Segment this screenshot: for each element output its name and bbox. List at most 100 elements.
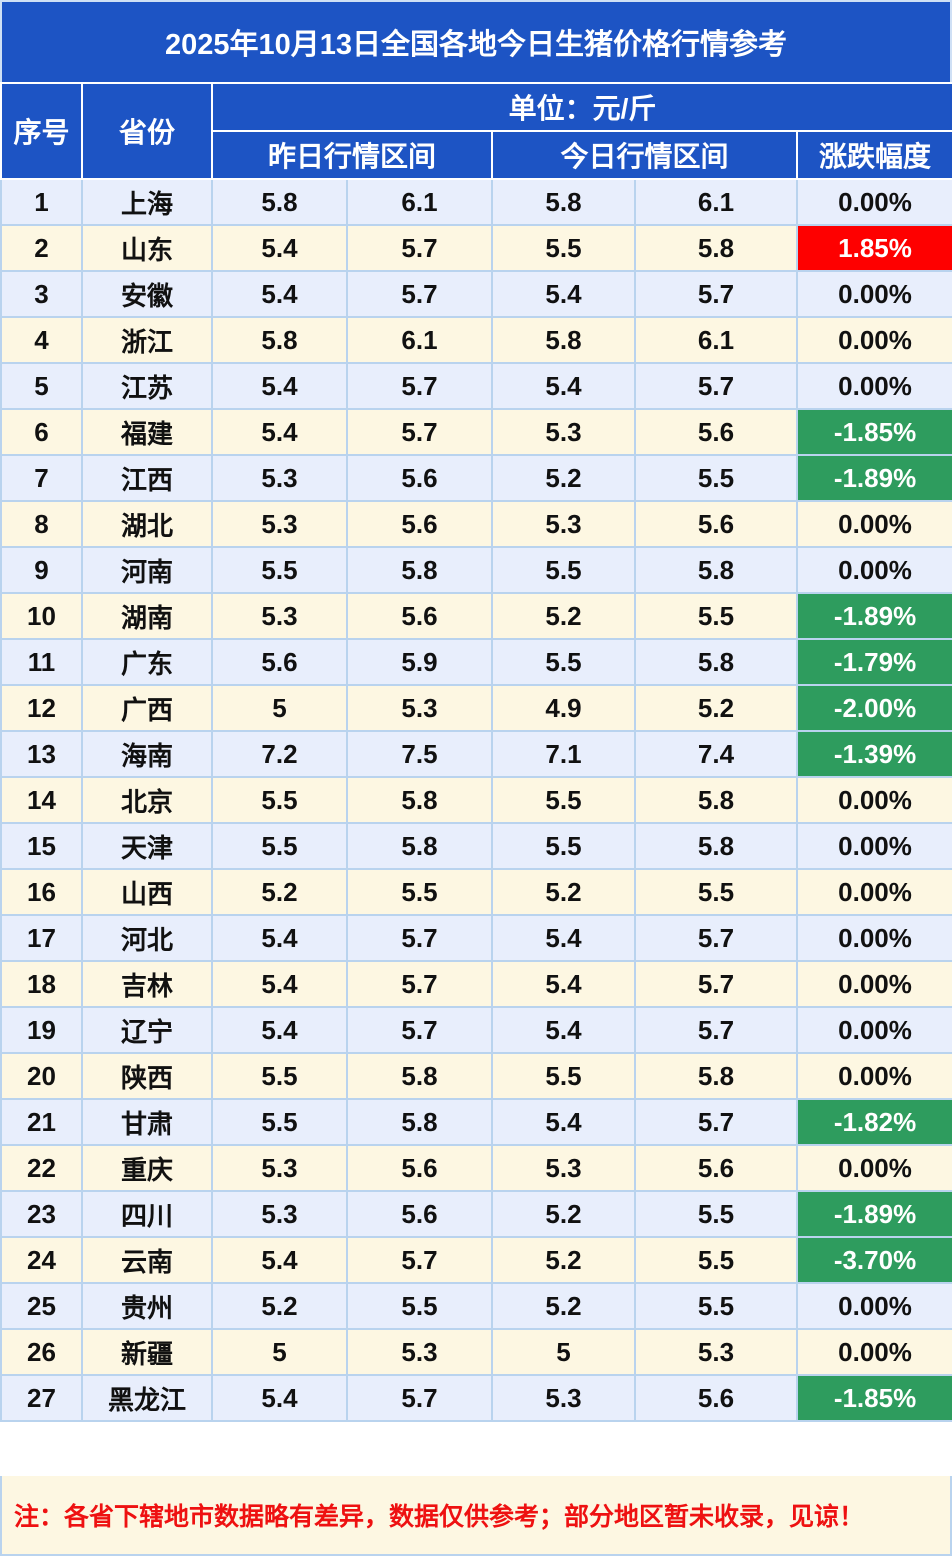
cell-index: 9 bbox=[0, 546, 83, 594]
cell-change: -1.39% bbox=[795, 730, 952, 778]
cell-today-high: 5.6 bbox=[634, 408, 798, 456]
cell-today-low: 5.4 bbox=[491, 960, 636, 1008]
cell-today-high: 5.5 bbox=[634, 1236, 798, 1284]
cell-province: 重庆 bbox=[81, 1144, 213, 1192]
page-title: 2025年10月13日全国各地今日生猪价格行情参考 bbox=[0, 0, 952, 82]
cell-yesterday-low: 5.4 bbox=[211, 1374, 348, 1422]
cell-index: 14 bbox=[0, 776, 83, 824]
cell-yesterday-high: 5.9 bbox=[346, 638, 493, 686]
cell-today-high: 6.1 bbox=[634, 316, 798, 364]
cell-province: 天津 bbox=[81, 822, 213, 870]
cell-yesterday-high: 5.3 bbox=[346, 684, 493, 732]
cell-yesterday-low: 5.5 bbox=[211, 1098, 348, 1146]
table-row: 16 山西 5.2 5.5 5.2 5.5 0.00% bbox=[0, 868, 952, 916]
table-row: 3 安徽 5.4 5.7 5.4 5.7 0.00% bbox=[0, 270, 952, 318]
cell-province: 江西 bbox=[81, 454, 213, 502]
cell-index: 26 bbox=[0, 1328, 83, 1376]
col-header-index: 序号 bbox=[0, 82, 83, 180]
table-row: 4 浙江 5.8 6.1 5.8 6.1 0.00% bbox=[0, 316, 952, 364]
col-header-change: 涨跌幅度 bbox=[795, 130, 952, 180]
table-row: 26 新疆 5 5.3 5 5.3 0.00% bbox=[0, 1328, 952, 1376]
cell-yesterday-high: 5.8 bbox=[346, 822, 493, 870]
cell-today-low: 5.2 bbox=[491, 1190, 636, 1238]
cell-change: 1.85% bbox=[795, 224, 952, 272]
cell-today-low: 5.3 bbox=[491, 1374, 636, 1422]
cell-yesterday-low: 5.8 bbox=[211, 316, 348, 364]
cell-yesterday-low: 5.3 bbox=[211, 454, 348, 502]
cell-today-low: 5.4 bbox=[491, 1098, 636, 1146]
cell-yesterday-high: 5.6 bbox=[346, 1190, 493, 1238]
cell-province: 辽宁 bbox=[81, 1006, 213, 1054]
cell-yesterday-low: 5.4 bbox=[211, 408, 348, 456]
cell-index: 25 bbox=[0, 1282, 83, 1330]
table-row: 9 河南 5.5 5.8 5.5 5.8 0.00% bbox=[0, 546, 952, 594]
table-row: 25 贵州 5.2 5.5 5.2 5.5 0.00% bbox=[0, 1282, 952, 1330]
cell-change: 0.00% bbox=[795, 1052, 952, 1100]
cell-index: 3 bbox=[0, 270, 83, 318]
cell-yesterday-high: 5.7 bbox=[346, 914, 493, 962]
table-row: 20 陕西 5.5 5.8 5.5 5.8 0.00% bbox=[0, 1052, 952, 1100]
cell-yesterday-low: 5.3 bbox=[211, 500, 348, 548]
cell-province: 北京 bbox=[81, 776, 213, 824]
cell-province: 吉林 bbox=[81, 960, 213, 1008]
cell-today-low: 7.1 bbox=[491, 730, 636, 778]
cell-index: 13 bbox=[0, 730, 83, 778]
cell-index: 6 bbox=[0, 408, 83, 456]
cell-today-low: 5.2 bbox=[491, 1282, 636, 1330]
price-table: 序号 省份 单位：元/斤 昨日行情区间 今日行情区间 涨跌幅度 1 上海 5.8 6.… bbox=[0, 82, 952, 1422]
cell-change: 0.00% bbox=[795, 1282, 952, 1330]
table-body: 1 上海 5.8 6.1 5.8 6.1 0.00% 2 山东 5.4 5.7 5.5 5.8 1.85%… bbox=[0, 178, 952, 1422]
cell-province: 贵州 bbox=[81, 1282, 213, 1330]
cell-index: 18 bbox=[0, 960, 83, 1008]
cell-yesterday-low: 5.4 bbox=[211, 270, 348, 318]
cell-today-high: 5.7 bbox=[634, 1098, 798, 1146]
table-row: 19 辽宁 5.4 5.7 5.4 5.7 0.00% bbox=[0, 1006, 952, 1054]
cell-yesterday-low: 5.5 bbox=[211, 546, 348, 594]
cell-province: 湖南 bbox=[81, 592, 213, 640]
cell-index: 7 bbox=[0, 454, 83, 502]
cell-change: 0.00% bbox=[795, 362, 952, 410]
cell-province: 新疆 bbox=[81, 1328, 213, 1376]
cell-yesterday-high: 5.6 bbox=[346, 1144, 493, 1192]
table-row: 12 广西 5 5.3 4.9 5.2 -2.00% bbox=[0, 684, 952, 732]
cell-province: 江苏 bbox=[81, 362, 213, 410]
cell-change: 0.00% bbox=[795, 270, 952, 318]
cell-today-high: 5.6 bbox=[634, 1144, 798, 1192]
cell-index: 22 bbox=[0, 1144, 83, 1192]
cell-today-low: 5.4 bbox=[491, 362, 636, 410]
cell-today-high: 6.1 bbox=[634, 178, 798, 226]
cell-yesterday-high: 5.7 bbox=[346, 960, 493, 1008]
cell-yesterday-high: 7.5 bbox=[346, 730, 493, 778]
table-row: 27 黑龙江 5.4 5.7 5.3 5.6 -1.85% bbox=[0, 1374, 952, 1422]
table-row: 11 广东 5.6 5.9 5.5 5.8 -1.79% bbox=[0, 638, 952, 686]
cell-change: -3.70% bbox=[795, 1236, 952, 1284]
cell-yesterday-high: 6.1 bbox=[346, 178, 493, 226]
cell-today-high: 5.6 bbox=[634, 1374, 798, 1422]
unit-label: 单位：元/斤 bbox=[210, 82, 952, 132]
footnote: 注：各省下辖地市数据略有差异，数据仅供参考；部分地区暂未收录，见谅！ bbox=[0, 1476, 952, 1556]
cell-yesterday-low: 5 bbox=[211, 684, 348, 732]
cell-province: 云南 bbox=[81, 1236, 213, 1284]
cell-yesterday-low: 5.2 bbox=[211, 1282, 348, 1330]
header-row-1: 序号 省份 单位：元/斤 bbox=[0, 82, 952, 180]
table-row: 6 福建 5.4 5.7 5.3 5.6 -1.85% bbox=[0, 408, 952, 456]
header-row-2: 昨日行情区间 今日行情区间 涨跌幅度 bbox=[1, 130, 952, 180]
cell-today-high: 5.7 bbox=[634, 270, 798, 318]
cell-change: -1.79% bbox=[795, 638, 952, 686]
cell-change: -1.89% bbox=[795, 454, 952, 502]
cell-province: 陕西 bbox=[81, 1052, 213, 1100]
cell-change: -2.00% bbox=[795, 684, 952, 732]
cell-yesterday-high: 5.5 bbox=[346, 868, 493, 916]
cell-today-low: 5.5 bbox=[491, 776, 636, 824]
cell-province: 海南 bbox=[81, 730, 213, 778]
cell-change: 0.00% bbox=[795, 1144, 952, 1192]
cell-yesterday-high: 5.6 bbox=[346, 592, 493, 640]
table-row: 13 海南 7.2 7.5 7.1 7.4 -1.39% bbox=[0, 730, 952, 778]
cell-change: 0.00% bbox=[795, 178, 952, 226]
cell-index: 10 bbox=[0, 592, 83, 640]
cell-yesterday-low: 5.6 bbox=[211, 638, 348, 686]
cell-province: 山西 bbox=[81, 868, 213, 916]
cell-today-high: 5.5 bbox=[634, 868, 798, 916]
table-row: 21 甘肃 5.5 5.8 5.4 5.7 -1.82% bbox=[0, 1098, 952, 1146]
cell-index: 5 bbox=[0, 362, 83, 410]
